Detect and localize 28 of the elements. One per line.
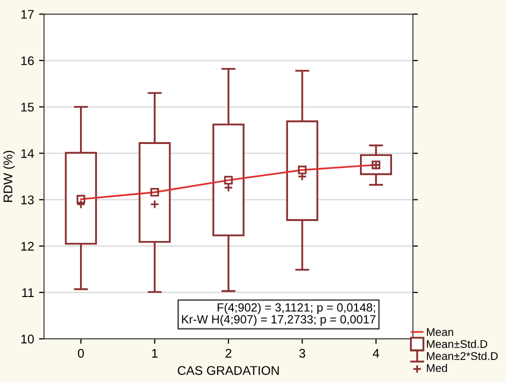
legend-label: Med bbox=[426, 364, 447, 372]
x-axis-title: CAS GRADATION bbox=[178, 366, 279, 375]
x-tick-label: 1 bbox=[152, 349, 158, 358]
y-tick-label: 10 bbox=[21, 334, 34, 344]
annotation: Kr-W H(4;907) = 17,2733; p = 0,0017 bbox=[182, 314, 376, 326]
y-tick-label: 16 bbox=[21, 56, 34, 66]
x-tick-label: 3 bbox=[299, 348, 306, 358]
x-tick-label: 4 bbox=[372, 349, 380, 358]
annotation: F(4;902) = 3,1121; p = 0,0148; bbox=[218, 302, 375, 314]
x-tick-label: 2 bbox=[226, 348, 232, 358]
y-axis-title: RDW (%) bbox=[3, 150, 15, 202]
y-tick-label: 12 bbox=[21, 242, 34, 251]
point bbox=[76, 200, 86, 209]
y-tick-label: 11 bbox=[22, 288, 34, 297]
point bbox=[76, 194, 86, 204]
y-tick-label: 14 bbox=[21, 149, 34, 158]
point bbox=[150, 200, 160, 209]
y-tick-label: 13 bbox=[21, 195, 34, 204]
y-tick-label: 15 bbox=[21, 102, 34, 112]
x-tick-label: 0 bbox=[78, 348, 84, 358]
legend-label: Mean bbox=[426, 328, 454, 336]
point bbox=[224, 176, 233, 184]
point bbox=[298, 172, 307, 182]
point bbox=[150, 188, 159, 197]
legend-label: Mean±Std.D bbox=[426, 340, 488, 348]
point bbox=[298, 166, 307, 174]
legend-label: Mean±2*Std.D bbox=[426, 352, 498, 360]
y-tick-label: 17 bbox=[21, 10, 34, 19]
